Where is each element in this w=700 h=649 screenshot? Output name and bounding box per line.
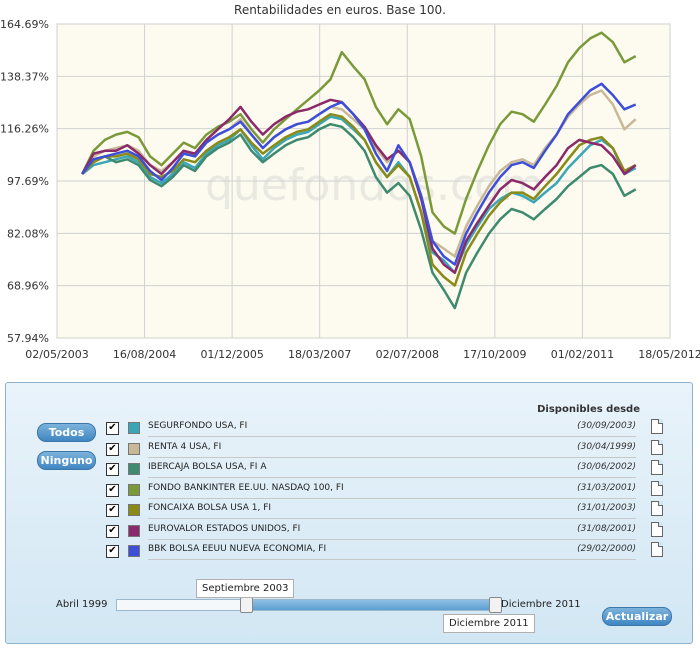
document-icon[interactable]: [651, 501, 663, 516]
select-none-button[interactable]: Ninguno: [37, 451, 96, 470]
row-divider: [148, 559, 636, 560]
fund-available-date: (30/04/1999): [577, 441, 636, 452]
slider-end-value: Diciembre 2011: [443, 614, 535, 633]
x-tick-label: 01/12/2005: [200, 348, 263, 361]
fund-row: ✔ SEGURFONDO USA, FI (30/09/2003): [106, 419, 666, 439]
fund-checkbox[interactable]: ✔: [106, 504, 119, 517]
document-icon[interactable]: [651, 542, 663, 557]
fund-row: ✔ IBERCAJA BOLSA USA, FI A (30/06/2002): [106, 460, 666, 480]
slider-max-label: Diciembre 2011: [501, 599, 581, 610]
fund-color-swatch: [128, 422, 140, 434]
fund-available-date: (31/03/2001): [577, 482, 636, 493]
x-tick-label: 02/05/2003: [25, 348, 88, 361]
slider-selected-range: [246, 600, 497, 610]
slider-start-value: Septiembre 2003: [196, 579, 295, 598]
select-all-button[interactable]: Todos: [37, 423, 96, 442]
slider-min-label: Abril 1999: [56, 599, 108, 610]
fund-checkbox[interactable]: ✔: [106, 463, 119, 476]
document-icon[interactable]: [651, 521, 663, 537]
fund-available-date: (31/08/2001): [577, 523, 636, 534]
x-tick-label: 18/05/2012: [638, 348, 700, 361]
y-tick-label: 68.96%: [7, 280, 49, 293]
fund-row: ✔ FONDO BANKINTER EE.UU. NASDAQ 100, FI (3…: [106, 480, 666, 501]
fund-color-swatch: [128, 524, 140, 537]
fund-color-swatch: [128, 483, 140, 496]
fund-color-swatch: [128, 504, 140, 516]
fund-checkbox[interactable]: ✔: [106, 442, 119, 456]
row-divider: [148, 497, 636, 499]
y-tick-label: 82.08%: [7, 227, 49, 240]
fund-color-swatch: [128, 442, 140, 455]
document-icon[interactable]: [651, 439, 663, 455]
fund-row: ✔ FONCAIXA BOLSA USA 1, FI (31/01/2003): [106, 501, 666, 521]
update-button[interactable]: Actualizar: [602, 607, 672, 626]
fund-name: RENTA 4 USA, FI: [148, 441, 222, 452]
x-tick-label: 02/07/2008: [376, 348, 439, 361]
fund-name: IBERCAJA BOLSA USA, FI A: [148, 462, 267, 472]
series-line: [81, 82, 637, 266]
y-tick-label: 116.26%: [0, 123, 49, 136]
fund-row: ✔ BBK BOLSA EEUU NUEVA ECONOMIA, FI (29/02…: [106, 542, 666, 562]
row-divider: [148, 436, 636, 437]
fund-available-date: (30/09/2003): [577, 421, 636, 431]
fund-checkbox[interactable]: ✔: [106, 483, 119, 497]
document-icon[interactable]: [651, 480, 663, 496]
fund-row: ✔ RENTA 4 USA, FI (30/04/1999): [106, 439, 666, 460]
fund-color-swatch: [128, 545, 140, 557]
date-range-slider[interactable]: [116, 597, 502, 613]
fund-selection-panel: Todos Ninguno Disponibles desde ✔ SEGURFO…: [5, 382, 693, 644]
y-tick-label: 97.69%: [7, 175, 49, 188]
fund-name: SEGURFONDO USA, FI: [148, 421, 248, 431]
fund-name: FONDO BANKINTER EE.UU. NASDAQ 100, FI: [148, 482, 344, 493]
row-divider: [148, 518, 636, 519]
fund-name: BBK BOLSA EEUU NUEVA ECONOMIA, FI: [148, 544, 327, 554]
fund-checkbox[interactable]: ✔: [106, 422, 119, 435]
fund-name: EUROVALOR ESTADOS UNIDOS, FI: [148, 523, 301, 534]
x-tick-label: 18/03/2007: [288, 348, 351, 361]
document-icon[interactable]: [651, 419, 663, 434]
available-since-header: Disponibles desde: [537, 404, 640, 415]
row-divider: [148, 477, 636, 478]
x-tick-label: 16/08/2004: [113, 348, 176, 361]
slider-end-handle[interactable]: [489, 597, 502, 613]
y-tick-label: 138.37%: [0, 70, 49, 83]
fund-row: ✔ EUROVALOR ESTADOS UNIDOS, FI (31/08/2001…: [106, 521, 666, 542]
fund-color-swatch: [128, 463, 140, 475]
fund-available-date: (29/02/2000): [577, 544, 636, 554]
x-tick-label: 17/10/2009: [463, 348, 526, 361]
fund-checkbox[interactable]: ✔: [106, 545, 119, 558]
series-line: [81, 112, 637, 287]
series-line: [81, 122, 637, 310]
watermark: quefondos.com: [205, 160, 544, 211]
y-tick-label: 57.94%: [7, 332, 49, 345]
fund-available-date: (31/01/2003): [577, 503, 636, 513]
fund-name: FONCAIXA BOLSA USA 1, FI: [148, 503, 272, 513]
row-divider: [148, 538, 636, 540]
fund-checkbox[interactable]: ✔: [106, 524, 119, 538]
y-tick-label: 164.69%: [0, 18, 49, 31]
chart-title: Rentabilidades en euros. Base 100.: [234, 3, 446, 17]
series-line: [81, 31, 637, 235]
document-icon[interactable]: [651, 460, 663, 475]
performance-chart: quefondos.com 164.69% 138.37% 116.26% 97.69…: [0, 18, 700, 361]
slider-start-handle[interactable]: [240, 597, 254, 613]
fund-available-date: (30/06/2002): [577, 462, 636, 472]
x-tick-label: 01/02/2011: [551, 348, 614, 361]
row-divider: [148, 456, 636, 458]
